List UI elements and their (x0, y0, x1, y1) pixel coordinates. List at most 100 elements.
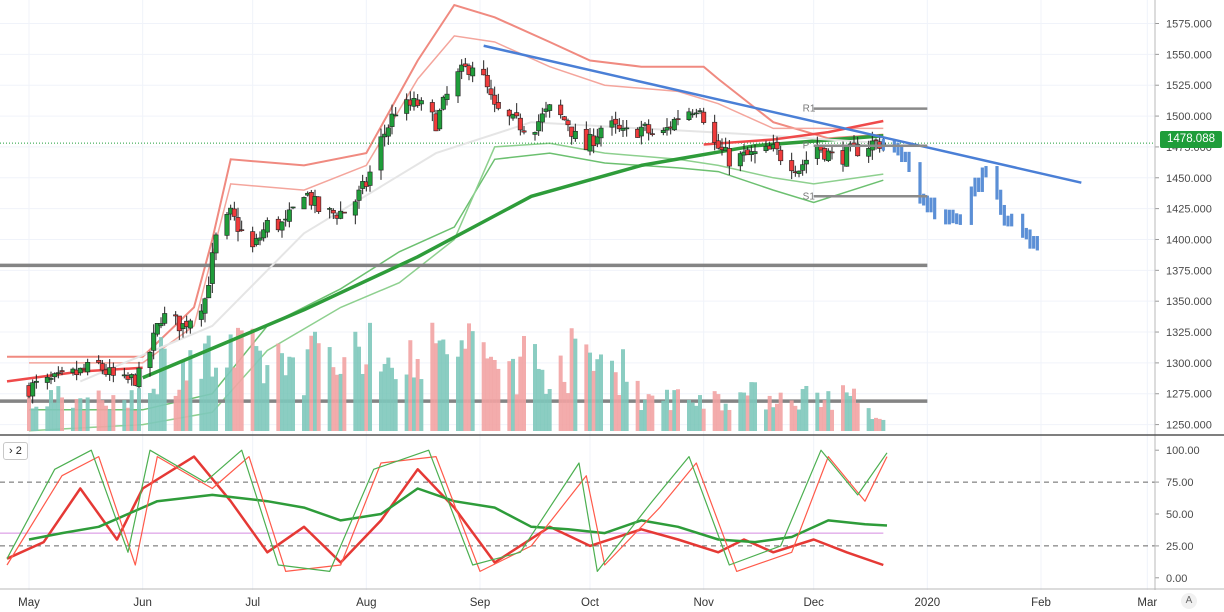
projection-bar (980, 167, 984, 192)
osc-y-tick-label: 25.00 (1166, 541, 1194, 553)
candle (151, 332, 157, 351)
volume-bar (173, 395, 178, 431)
candle (803, 159, 809, 165)
volume-bar (327, 347, 332, 431)
volume-bar (210, 376, 215, 431)
projection-bar (896, 142, 900, 156)
volume-bar (129, 390, 134, 431)
candle (796, 170, 802, 174)
volume-bar (155, 394, 160, 431)
candle (521, 130, 527, 133)
candle (539, 113, 545, 123)
candle (462, 63, 468, 67)
y-tick-label: 1350.000 (1166, 296, 1212, 308)
trendline[interactable] (483, 44, 1082, 184)
volume-bar (111, 395, 116, 431)
volume-bar (52, 402, 57, 431)
osc-y-tick-label: 100.00 (1166, 445, 1200, 457)
mid-ma (79, 121, 884, 383)
volume-bar (815, 392, 820, 431)
candle (558, 104, 564, 116)
candle (404, 99, 410, 114)
volume-bar (203, 343, 207, 431)
volume-bar (386, 357, 391, 431)
volume-bar (60, 397, 64, 431)
candle (290, 206, 296, 209)
volume-bar (764, 409, 768, 431)
candle (136, 367, 142, 388)
candle (429, 102, 435, 113)
projection-bar (984, 166, 988, 178)
projection-bar (944, 209, 948, 225)
candle (301, 197, 307, 210)
volume-bar (698, 395, 702, 431)
volume-bar (800, 389, 805, 431)
candle (162, 313, 168, 324)
x-tick-label: Oct (581, 597, 600, 609)
volume-bar (481, 342, 486, 431)
volume-bar (830, 409, 834, 431)
y-tick-label: 1300.000 (1166, 358, 1212, 370)
projection-bar (922, 193, 926, 206)
candle (338, 210, 344, 219)
volume-bar (225, 367, 229, 431)
candle (778, 149, 784, 162)
volume-bar (236, 327, 240, 431)
volume-bar (591, 370, 596, 431)
candle (327, 208, 333, 210)
volume-bar (126, 407, 130, 431)
auto-scale-button[interactable]: A (1181, 593, 1197, 609)
volume-bar (390, 367, 394, 431)
volume-bar (533, 344, 537, 431)
volume-bar (283, 375, 288, 431)
volume-bar (137, 388, 141, 431)
volume-bar (30, 408, 35, 431)
candle (686, 111, 692, 121)
projection-bar (973, 177, 977, 197)
candle (52, 373, 58, 378)
volume-bar (672, 390, 677, 431)
candle (437, 109, 443, 130)
candle (620, 127, 626, 131)
volume-bar (540, 369, 545, 431)
volume-bar (617, 395, 622, 431)
candle (873, 139, 879, 142)
candle (712, 121, 718, 143)
y-tick-label: 1450.000 (1166, 173, 1212, 185)
volume-bar (727, 409, 732, 431)
projection-bar (951, 209, 955, 224)
projection-bar (929, 197, 933, 213)
volume-bar (558, 355, 563, 431)
volume-bar (775, 403, 779, 431)
volume-bar (181, 359, 185, 431)
candle (48, 378, 54, 380)
x-tick-label: Nov (693, 597, 714, 609)
candle (316, 196, 322, 212)
volume-bar (771, 407, 776, 431)
pane-collapse-button[interactable]: › 2 (3, 442, 28, 460)
projection-bar (1032, 236, 1036, 249)
band-upper_red (7, 3, 884, 358)
volume-bar (456, 356, 460, 431)
volume-bar (382, 363, 387, 431)
projection-bar (1021, 213, 1025, 238)
volume-bar (650, 395, 655, 431)
volume-bar (522, 335, 526, 431)
candle (231, 208, 237, 217)
volume-bar (463, 348, 468, 431)
volume-bar (250, 328, 255, 431)
volume-bar (489, 356, 493, 431)
candle (77, 367, 83, 374)
candle (264, 220, 270, 233)
volume-bar (507, 361, 512, 431)
volume-bar (34, 406, 39, 431)
volume-bar (364, 364, 369, 431)
volume-bar (261, 383, 266, 431)
candle (206, 285, 212, 299)
osc-series (6, 456, 888, 573)
volume-bar (353, 331, 358, 431)
candle (444, 93, 450, 100)
projection-bar (1006, 215, 1010, 227)
volume-bar (610, 360, 614, 431)
